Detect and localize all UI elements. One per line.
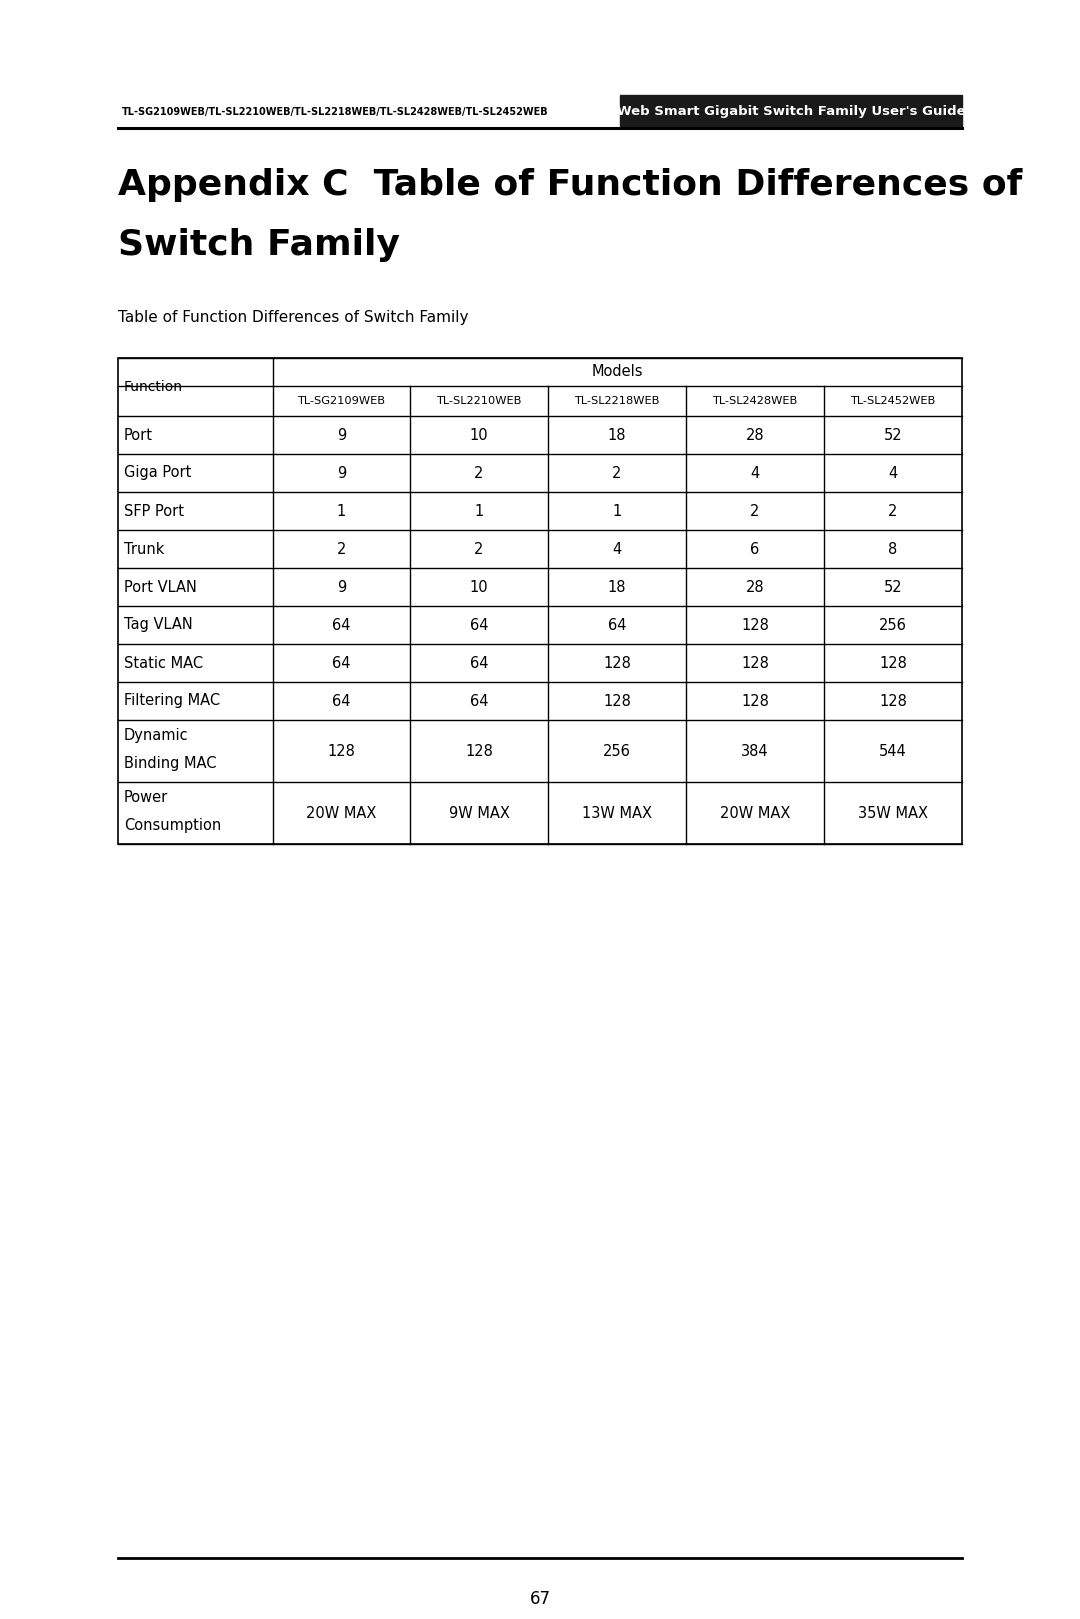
Text: Table of Function Differences of Switch Family: Table of Function Differences of Switch … (118, 309, 469, 325)
Text: Models: Models (592, 364, 644, 379)
Text: 544: 544 (879, 743, 907, 758)
Text: Switch Family: Switch Family (118, 228, 400, 262)
Text: 1: 1 (474, 504, 484, 518)
Text: 28: 28 (745, 580, 765, 594)
Text: Power: Power (124, 790, 168, 805)
Text: 52: 52 (883, 580, 902, 594)
Text: TL-SL2428WEB: TL-SL2428WEB (713, 397, 798, 406)
Text: 128: 128 (741, 693, 769, 709)
Text: Binding MAC: Binding MAC (124, 756, 216, 771)
Text: 20W MAX: 20W MAX (719, 806, 791, 821)
Text: 9: 9 (337, 466, 346, 481)
Text: Filtering MAC: Filtering MAC (124, 693, 220, 709)
Text: 128: 128 (879, 656, 907, 670)
Text: 64: 64 (470, 693, 488, 709)
Bar (620, 96, 962, 128)
Text: TL-SL2452WEB: TL-SL2452WEB (850, 397, 935, 406)
Text: 128: 128 (879, 693, 907, 709)
Text: TL-SG2109WEB: TL-SG2109WEB (297, 397, 386, 406)
Text: 2: 2 (474, 541, 484, 557)
Text: 128: 128 (741, 617, 769, 633)
Text: 28: 28 (745, 427, 765, 442)
Text: Appendix C  Table of Function Differences of: Appendix C Table of Function Differences… (118, 168, 1023, 202)
Text: 2: 2 (751, 504, 759, 518)
Text: 13W MAX: 13W MAX (582, 806, 652, 821)
Text: 2: 2 (337, 541, 347, 557)
Text: 4: 4 (751, 466, 759, 481)
Text: Tag VLAN: Tag VLAN (124, 617, 192, 633)
Text: 64: 64 (333, 656, 351, 670)
Text: 8: 8 (889, 541, 897, 557)
Text: 256: 256 (879, 617, 907, 633)
Text: 52: 52 (883, 427, 902, 442)
Text: 18: 18 (608, 580, 626, 594)
Text: 64: 64 (333, 693, 351, 709)
Text: 4: 4 (612, 541, 622, 557)
Text: 64: 64 (470, 656, 488, 670)
Text: 128: 128 (603, 656, 631, 670)
Text: 2: 2 (474, 466, 484, 481)
Text: 35W MAX: 35W MAX (858, 806, 928, 821)
Text: 10: 10 (470, 427, 488, 442)
Text: 384: 384 (741, 743, 769, 758)
Text: Static MAC: Static MAC (124, 656, 203, 670)
Text: 9: 9 (337, 580, 346, 594)
Text: 9: 9 (337, 427, 346, 442)
Text: SFP Port: SFP Port (124, 504, 184, 518)
Text: Consumption: Consumption (124, 818, 221, 832)
Text: TL-SG2109WEB/TL-SL2210WEB/TL-SL2218WEB/TL-SL2428WEB/TL-SL2452WEB: TL-SG2109WEB/TL-SL2210WEB/TL-SL2218WEB/T… (122, 107, 549, 117)
Text: Port: Port (124, 427, 153, 442)
Text: Function: Function (124, 380, 183, 393)
Text: 128: 128 (327, 743, 355, 758)
Text: Web Smart Gigabit Switch Family User's Guide: Web Smart Gigabit Switch Family User's G… (617, 105, 966, 118)
Text: 10: 10 (470, 580, 488, 594)
Text: Dynamic: Dynamic (124, 729, 189, 743)
Text: 6: 6 (751, 541, 759, 557)
Text: 9W MAX: 9W MAX (448, 806, 510, 821)
Text: 256: 256 (603, 743, 631, 758)
Text: TL-SL2210WEB: TL-SL2210WEB (436, 397, 522, 406)
Text: 128: 128 (741, 656, 769, 670)
Text: 67: 67 (529, 1590, 551, 1608)
Text: 128: 128 (603, 693, 631, 709)
Text: Port VLAN: Port VLAN (124, 580, 197, 594)
Text: 128: 128 (465, 743, 492, 758)
Text: 20W MAX: 20W MAX (307, 806, 377, 821)
Text: 18: 18 (608, 427, 626, 442)
Text: Trunk: Trunk (124, 541, 164, 557)
Text: 2: 2 (612, 466, 622, 481)
Text: 4: 4 (889, 466, 897, 481)
Text: Giga Port: Giga Port (124, 466, 191, 481)
Text: TL-SL2218WEB: TL-SL2218WEB (575, 397, 660, 406)
Text: 64: 64 (608, 617, 626, 633)
Bar (118, 358, 962, 843)
Text: 2: 2 (889, 504, 897, 518)
Text: 1: 1 (337, 504, 346, 518)
Text: 64: 64 (333, 617, 351, 633)
Text: 64: 64 (470, 617, 488, 633)
Text: 1: 1 (612, 504, 622, 518)
